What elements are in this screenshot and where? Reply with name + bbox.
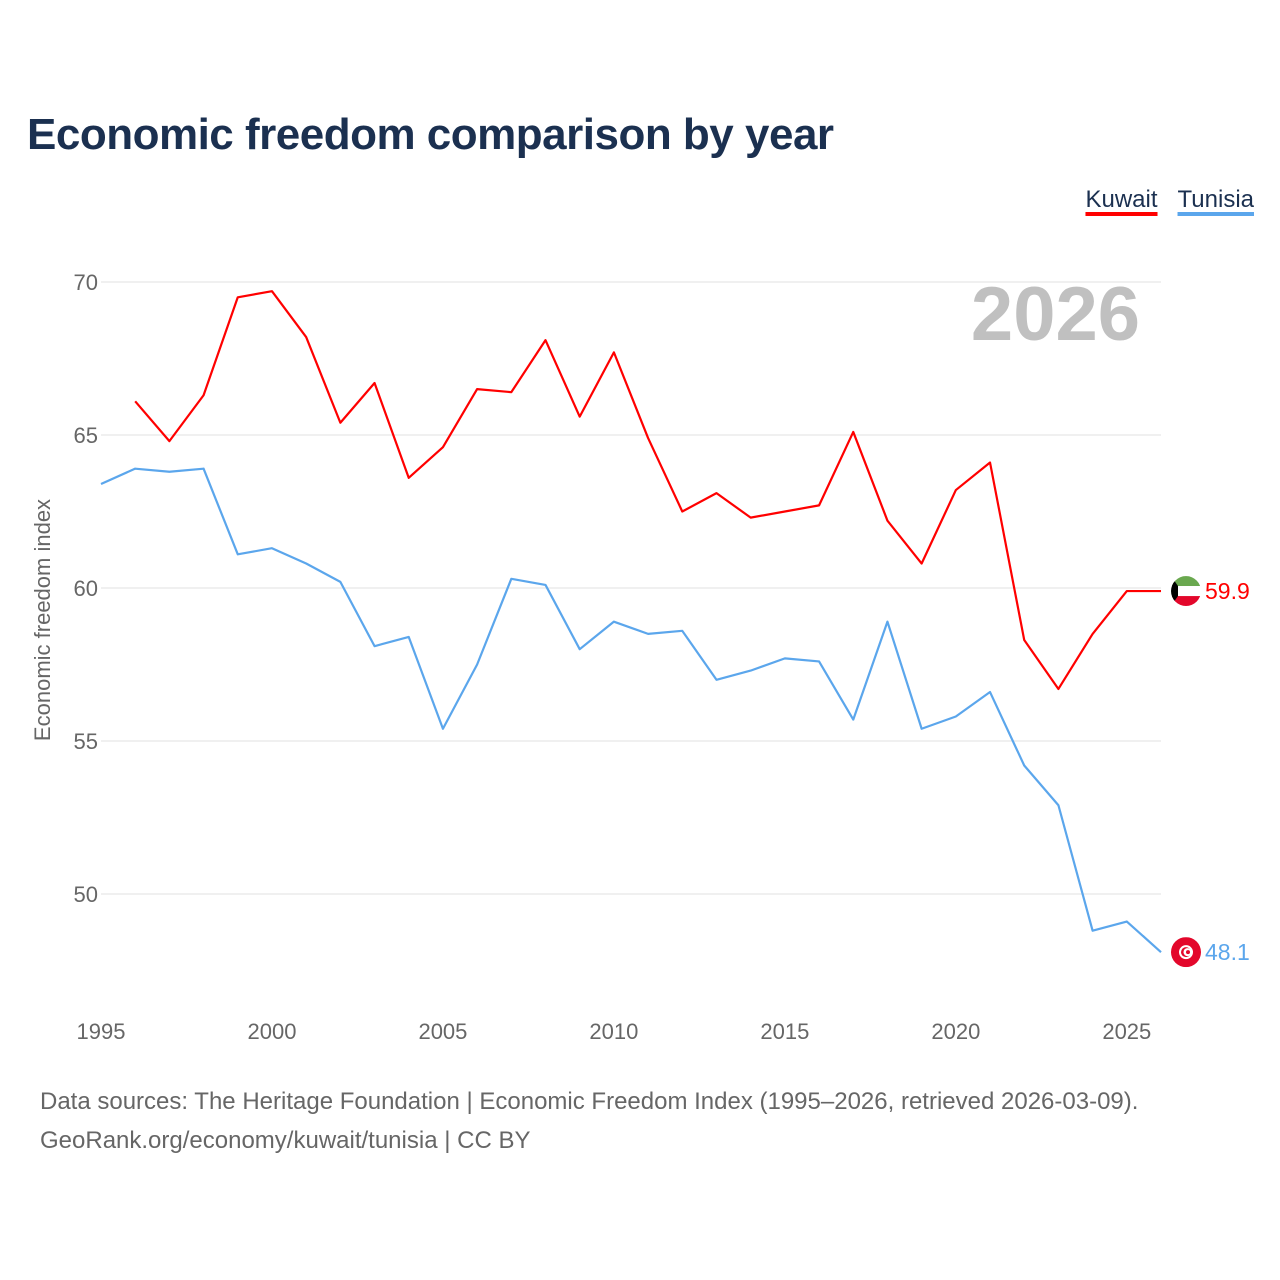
x-tick-label: 1995 (77, 1019, 126, 1044)
y-tick-label: 70 (74, 270, 98, 295)
legend-swatch (1177, 212, 1254, 216)
footer-attribution[interactable]: GeoRank.org/economy/kuwait/tunisia | CC … (40, 1127, 531, 1154)
legend-kuwait[interactable]: Kuwait (1085, 186, 1157, 213)
flag-body (1171, 937, 1201, 968)
y-axis-label: Economic freedom index (30, 499, 55, 741)
chart-title: Economic freedom comparison by year (27, 110, 834, 159)
flag-body (1171, 576, 1201, 607)
end-label-tunisia: 48.1 (1205, 939, 1250, 965)
legend-tunisia[interactable]: Tunisia (1178, 186, 1255, 213)
flag-stripe (1171, 586, 1201, 597)
flag-star (1186, 950, 1190, 955)
flag-stripe (1171, 596, 1201, 607)
end-label-kuwait: 59.9 (1205, 578, 1250, 604)
y-tick-label: 60 (74, 576, 98, 601)
x-tick-label: 2010 (589, 1019, 638, 1044)
x-tick-label: 2015 (760, 1019, 809, 1044)
x-tick-label: 2000 (247, 1019, 296, 1044)
x-tick-label: 2020 (931, 1019, 980, 1044)
kuwait-flag-icon (1171, 576, 1201, 607)
footer-sources: Data sources: The Heritage Foundation | … (40, 1088, 1139, 1115)
y-tick-label: 55 (74, 729, 98, 754)
x-tick-label: 2025 (1102, 1019, 1151, 1044)
legend-swatch (1085, 212, 1158, 216)
x-tick-label: 2005 (418, 1019, 467, 1044)
flag-stripe (1171, 576, 1201, 587)
tunisia-flag-icon (1171, 937, 1201, 968)
year-watermark: 2026 (971, 272, 1140, 357)
series-line-tunisia (100, 467, 1162, 953)
y-tick-label: 65 (74, 423, 98, 448)
y-tick-label: 50 (74, 882, 98, 907)
